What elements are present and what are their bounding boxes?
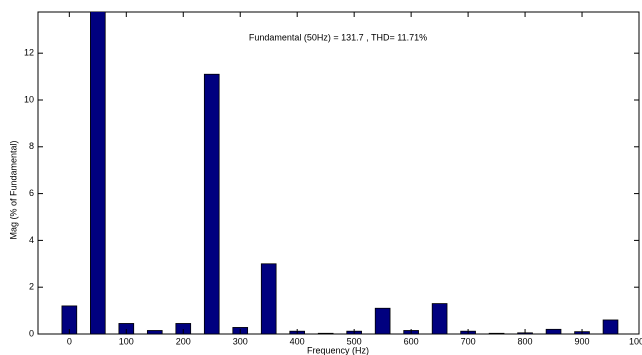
bar <box>118 323 135 334</box>
bar <box>545 328 562 334</box>
plot-area <box>37 11 640 335</box>
bar <box>175 323 192 334</box>
bar <box>317 332 334 334</box>
chart-title: Fundamental (50Hz) = 131.7 , THD= 11.71% <box>249 32 427 42</box>
bar <box>374 307 391 334</box>
x-tick-label: 600 <box>404 336 419 346</box>
bar <box>146 330 163 334</box>
bar <box>431 303 448 334</box>
x-axis-label: Frequency (Hz) <box>307 345 369 355</box>
bar <box>61 305 78 334</box>
x-tick-label: 500 <box>347 336 362 346</box>
y-axis-label: Mag (% of Fundamental) <box>8 140 18 239</box>
y-tick-label: 10 <box>24 94 34 104</box>
bar <box>90 12 106 334</box>
y-tick-label: 4 <box>29 235 34 245</box>
x-tick-label: 100 <box>119 336 134 346</box>
x-tick-label: 1000 <box>629 336 642 346</box>
bar <box>488 332 505 334</box>
y-tick-label: 6 <box>29 188 34 198</box>
y-tick-label: 0 <box>29 328 34 338</box>
x-tick-label: 200 <box>176 336 191 346</box>
x-tick-label: 0 <box>67 336 72 346</box>
y-tick-label: 12 <box>24 48 34 58</box>
y-tick-label: 8 <box>29 141 34 151</box>
x-tick-label: 700 <box>461 336 476 346</box>
bar <box>260 263 277 334</box>
x-tick-label: 300 <box>233 336 248 346</box>
bar <box>203 73 220 334</box>
x-tick-label: 400 <box>290 336 305 346</box>
bar <box>602 319 619 334</box>
x-tick-label: 800 <box>518 336 533 346</box>
y-tick-label: 2 <box>29 282 34 292</box>
x-tick-label: 900 <box>575 336 590 346</box>
